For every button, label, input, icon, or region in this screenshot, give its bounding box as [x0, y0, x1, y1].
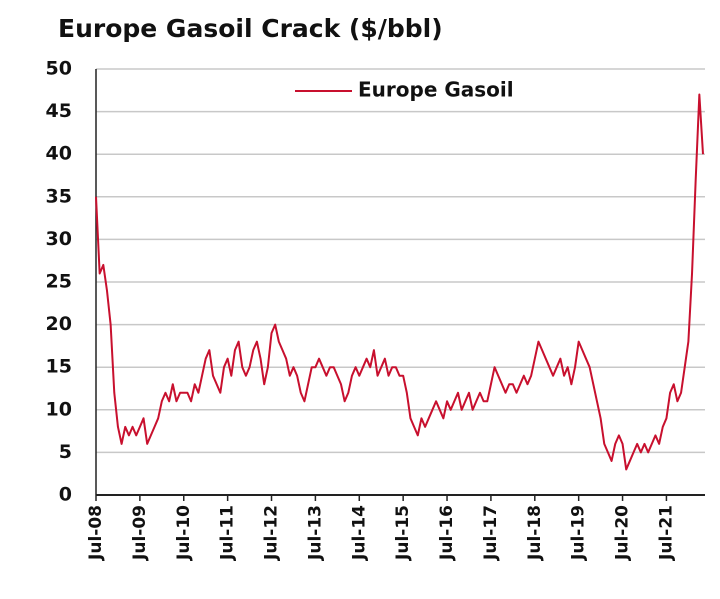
y-tick-label: 10 [46, 398, 72, 420]
x-tick-label: Jul-08 [86, 505, 106, 561]
x-tick-label: Jul-16 [437, 505, 457, 561]
chart-title: Europe Gasoil Crack ($/bbl) [58, 14, 443, 43]
y-tick-label: 45 [46, 100, 72, 122]
x-tick-label: Jul-19 [569, 505, 589, 561]
x-tick-label: Jul-18 [525, 505, 545, 561]
x-tick-label: Jul-21 [656, 505, 676, 561]
x-tick-label: Jul-11 [218, 505, 238, 561]
x-tick-label: Jul-20 [613, 505, 633, 561]
x-tick-label: Jul-10 [174, 505, 194, 561]
x-tick-label: Jul-13 [305, 505, 325, 561]
x-tick-label: Jul-14 [349, 505, 369, 561]
x-tick-label: Jul-15 [393, 505, 413, 561]
y-tick-label: 5 [59, 441, 72, 463]
y-tick-label: 25 [46, 271, 72, 293]
legend-label: Europe Gasoil [358, 78, 514, 102]
y-tick-label: 0 [59, 484, 72, 506]
x-tick-label: Jul-09 [130, 505, 150, 561]
y-tick-label: 50 [46, 58, 72, 80]
y-tick-label: 30 [46, 228, 72, 250]
x-tick-label: Jul-12 [262, 505, 282, 561]
y-tick-label: 15 [46, 356, 72, 378]
line-series [95, 93, 704, 471]
y-tick-label: 40 [46, 143, 72, 165]
x-tick-label: Jul-17 [481, 505, 501, 561]
y-tick-label: 20 [46, 313, 72, 335]
y-tick-label: 35 [46, 185, 72, 207]
